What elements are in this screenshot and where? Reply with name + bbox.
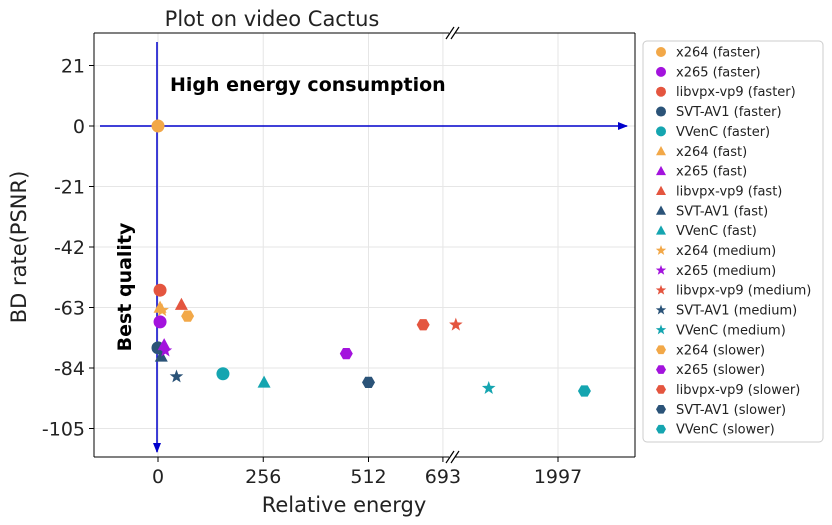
legend-label: SVT-AV1 (slower) [676, 403, 786, 418]
axis-break-bottom [450, 450, 460, 464]
grid [94, 33, 635, 457]
y-tick-label: -105 [42, 419, 85, 441]
x-tick-label: 693 [425, 466, 461, 488]
legend-marker-x265-fast [656, 165, 666, 176]
legend-label: x265 (faster) [676, 65, 761, 80]
legend-label: libvpx-vp9 (faster) [676, 85, 796, 100]
legend-label: libvpx-vp9 (fast) [676, 184, 782, 199]
point-svt-av1-slower [362, 376, 375, 389]
y-tick-label: -63 [54, 298, 85, 320]
point-x264-faster [151, 119, 165, 133]
legend-label: libvpx-vp9 (medium) [676, 284, 811, 299]
point-svt-av1-medium [169, 369, 184, 383]
legend-marker-svt-av1-faster [656, 106, 666, 117]
point-vvenc-slower [577, 385, 591, 397]
legend-label: x264 (slower) [676, 343, 765, 358]
point-x264-slower [181, 310, 195, 322]
x-tick-label: 512 [350, 466, 386, 488]
legend-label: x265 (medium) [676, 264, 776, 279]
legend-label: SVT-AV1 (fast) [676, 204, 768, 219]
point-x264-medium [155, 303, 169, 317]
plot-frame [93, 26, 636, 464]
y-tick-label: -84 [54, 358, 85, 380]
legend-marker-svt-av1-medium [655, 304, 667, 315]
annotation-high-energy: High energy consumption [170, 74, 446, 96]
legend-marker-vvenc-medium [655, 324, 667, 335]
reference-arrows [100, 42, 628, 453]
y-tick-label: 0 [73, 116, 85, 138]
chart-title: Plot on video Cactus [165, 7, 380, 31]
axis-break-bottom [445, 450, 455, 464]
y-tick-label: -42 [54, 237, 85, 259]
legend-marker-svt-av1-slower [656, 404, 666, 414]
axis-ticks: 21 0 -21 -42 -63 -84 -105 0 256 512 693 1997 [42, 56, 582, 489]
legend-marker-x265-faster [656, 66, 666, 77]
point-libvpx-vp9-slower [416, 319, 430, 331]
legend-label: SVT-AV1 (medium) [676, 304, 797, 319]
legend-label: SVT-AV1 (faster) [676, 105, 782, 120]
legend-label: VVenC (slower) [676, 423, 775, 438]
legend-label: x264 (faster) [676, 46, 761, 61]
legend: x264 (faster) x265 (faster) libvpx-vp9 (fa… [642, 40, 824, 443]
legend-marker-x264-faster [656, 47, 666, 57]
legend-marker-libvpx-vp9-slower [656, 385, 666, 394]
legend-marker-svt-av1-fast [656, 205, 666, 215]
point-x265-slower [339, 347, 353, 360]
legend-box [642, 40, 824, 443]
point-libvpx-vp9-faster [153, 283, 167, 297]
legend-marker-x265-medium [655, 264, 667, 275]
legend-marker-libvpx-vp9-medium [655, 284, 667, 295]
legend-marker-x264-medium [655, 245, 667, 255]
point-x265-fast [157, 338, 171, 351]
legend-marker-x265-slower [656, 365, 666, 374]
annotation-best-quality: Best quality [114, 222, 136, 351]
y-tick-label: -21 [54, 177, 85, 199]
point-vvenc-faster [216, 367, 230, 381]
legend-marker-x264-slower [656, 345, 666, 355]
point-svt-av1-fast [154, 349, 168, 362]
y-axis-label: BD rate(PSNR) [7, 171, 31, 324]
point-vvenc-fast [257, 375, 271, 388]
legend-marker-libvpx-vp9-faster [656, 86, 666, 97]
legend-label: VVenC (medium) [676, 323, 786, 338]
legend-label: x264 (medium) [676, 244, 776, 259]
legend-marker-vvenc-slower [656, 424, 666, 434]
axis-break-top [450, 26, 460, 40]
x-tick-label: 1997 [534, 466, 582, 488]
x-axis-label: Relative energy [262, 493, 427, 517]
legend-label: VVenC (fast) [676, 224, 757, 239]
legend-marker-libvpx-vp9-fast [656, 185, 666, 195]
legend-marker-vvenc-fast [656, 225, 666, 235]
point-libvpx-vp9-medium [449, 317, 463, 331]
axis-break-top [445, 26, 455, 40]
legend-label: x265 (fast) [676, 165, 747, 180]
point-libvpx-vp9-fast [174, 297, 188, 310]
y-tick-label: 21 [61, 56, 85, 78]
x-tick-label: 256 [245, 466, 281, 488]
point-x265-medium [158, 343, 173, 357]
x-tick-label: 0 [152, 466, 164, 488]
data-points [151, 119, 591, 397]
point-x265-faster [153, 315, 167, 329]
legend-label: libvpx-vp9 (slower) [676, 383, 800, 398]
legend-marker-x264-fast [656, 146, 666, 156]
legend-label: x264 (fast) [676, 145, 747, 160]
legend-label: x265 (slower) [676, 363, 765, 378]
legend-marker-vvenc-faster [656, 126, 666, 137]
point-vvenc-medium [481, 381, 496, 394]
legend-label: VVenC (faster) [676, 125, 770, 140]
